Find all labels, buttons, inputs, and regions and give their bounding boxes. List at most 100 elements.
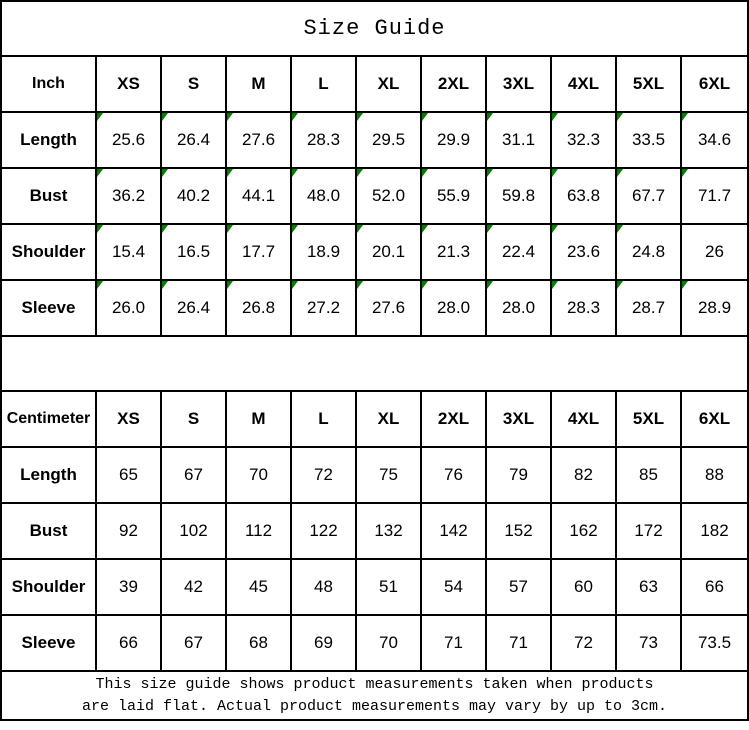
cell-text: Length — [20, 465, 77, 484]
cell-inch-bust-xl: 52.0 — [357, 169, 422, 225]
cell-centimeter-sleeve-4xl: 72 — [552, 616, 617, 672]
column-header-inch-xl: XL — [357, 57, 422, 113]
cell-inch-length-2xl: 29.9 — [422, 113, 487, 169]
cell-text: 44.1 — [241, 186, 276, 205]
cell-text: 4XL — [567, 409, 600, 428]
cell-text: 22.4 — [501, 242, 536, 261]
cell-centimeter-length-s: 67 — [162, 448, 227, 504]
cell-text: 24.8 — [631, 242, 666, 261]
cell-text: 21.3 — [436, 242, 471, 261]
cell-text: 26.4 — [176, 298, 211, 317]
stored-as-text-flag-icon — [422, 225, 428, 233]
cell-text: 70 — [249, 465, 268, 484]
cell-text: 73.5 — [697, 633, 732, 652]
stored-as-text-flag-icon — [682, 113, 688, 121]
cell-text: 45 — [249, 577, 268, 596]
cell-inch-sleeve-2xl: 28.0 — [422, 281, 487, 337]
cell-centimeter-bust-xs: 92 — [97, 504, 162, 560]
cell-text: 40.2 — [176, 186, 211, 205]
stored-as-text-flag-icon — [227, 281, 233, 289]
cell-text: 132 — [374, 521, 403, 540]
row-label-inch-length: Length — [2, 113, 97, 169]
cell-text: 92 — [119, 521, 138, 540]
cell-centimeter-length-xl: 75 — [357, 448, 422, 504]
cell-centimeter-bust-2xl: 142 — [422, 504, 487, 560]
cell-centimeter-shoulder-s: 42 — [162, 560, 227, 616]
stored-as-text-flag-icon — [552, 113, 558, 121]
cell-centimeter-sleeve-m: 68 — [227, 616, 292, 672]
cell-text: Bust — [29, 521, 68, 540]
cell-text: 71.7 — [697, 186, 732, 205]
cell-text: Centimeter — [6, 410, 91, 427]
cell-text: Length — [20, 130, 77, 149]
stored-as-text-flag-icon — [487, 113, 493, 121]
cell-inch-shoulder-l: 18.9 — [292, 225, 357, 281]
footer-note-line1: This size guide shows product measuremen… — [95, 675, 654, 693]
cell-inch-sleeve-l: 27.2 — [292, 281, 357, 337]
cell-text: 26.0 — [111, 298, 146, 317]
cell-text: 26.4 — [176, 130, 211, 149]
cell-text: 31.1 — [501, 130, 536, 149]
cell-centimeter-bust-5xl: 172 — [617, 504, 682, 560]
row-label-centimeter-length: Length — [2, 448, 97, 504]
row-label-centimeter-bust: Bust — [2, 504, 97, 560]
cell-inch-sleeve-s: 26.4 — [162, 281, 227, 337]
cell-text: 4XL — [567, 74, 600, 93]
stored-as-text-flag-icon — [552, 225, 558, 233]
cell-text: 51 — [379, 577, 398, 596]
column-header-inch-xs: XS — [97, 57, 162, 113]
cell-text: Shoulder — [11, 242, 86, 261]
stored-as-text-flag-icon — [97, 113, 103, 121]
cell-text: 28.3 — [306, 130, 341, 149]
stored-as-text-flag-icon — [682, 169, 688, 177]
cell-centimeter-bust-4xl: 162 — [552, 504, 617, 560]
column-header-centimeter-2xl: 2XL — [422, 392, 487, 448]
cell-centimeter-sleeve-l: 69 — [292, 616, 357, 672]
cell-inch-length-5xl: 33.5 — [617, 113, 682, 169]
row-label-centimeter-shoulder: Shoulder — [2, 560, 97, 616]
cell-text: S — [187, 74, 200, 93]
stored-as-text-flag-icon — [422, 169, 428, 177]
cell-inch-shoulder-4xl: 23.6 — [552, 225, 617, 281]
cell-text: 66 — [119, 633, 138, 652]
cell-text: 6XL — [698, 74, 731, 93]
cell-inch-sleeve-6xl: 28.9 — [682, 281, 747, 337]
cell-centimeter-bust-xl: 132 — [357, 504, 422, 560]
stored-as-text-flag-icon — [292, 225, 298, 233]
cell-text: 69 — [314, 633, 333, 652]
column-header-centimeter-s: S — [162, 392, 227, 448]
cell-inch-length-4xl: 32.3 — [552, 113, 617, 169]
cell-text: 162 — [569, 521, 598, 540]
cell-text: 72 — [314, 465, 333, 484]
cell-text: 27.6 — [241, 130, 276, 149]
cell-inch-bust-5xl: 67.7 — [617, 169, 682, 225]
cell-centimeter-sleeve-6xl: 73.5 — [682, 616, 747, 672]
row-label-centimeter-sleeve: Sleeve — [2, 616, 97, 672]
cell-text: 67 — [184, 465, 203, 484]
cell-text: 48.0 — [306, 186, 341, 205]
cell-text: 27.2 — [306, 298, 341, 317]
cell-inch-sleeve-3xl: 28.0 — [487, 281, 552, 337]
column-header-centimeter-5xl: 5XL — [617, 392, 682, 448]
cell-text: 60 — [574, 577, 593, 596]
cell-text: 102 — [179, 521, 208, 540]
stored-as-text-flag-icon — [162, 113, 168, 121]
stored-as-text-flag-icon — [162, 169, 168, 177]
cell-text: 33.5 — [631, 130, 666, 149]
cell-text: 67 — [184, 633, 203, 652]
cell-centimeter-bust-3xl: 152 — [487, 504, 552, 560]
cell-inch-shoulder-3xl: 22.4 — [487, 225, 552, 281]
cell-inch-bust-2xl: 55.9 — [422, 169, 487, 225]
cell-inch-bust-l: 48.0 — [292, 169, 357, 225]
cell-text: 71 — [444, 633, 463, 652]
cell-text: 57 — [509, 577, 528, 596]
cell-centimeter-length-3xl: 79 — [487, 448, 552, 504]
cell-inch-bust-6xl: 71.7 — [682, 169, 747, 225]
unit-header-centimeter: Centimeter — [2, 392, 97, 448]
cell-text: Sleeve — [21, 633, 76, 652]
cell-text: 20.1 — [371, 242, 406, 261]
column-header-inch-3xl: 3XL — [487, 57, 552, 113]
stored-as-text-flag-icon — [227, 169, 233, 177]
